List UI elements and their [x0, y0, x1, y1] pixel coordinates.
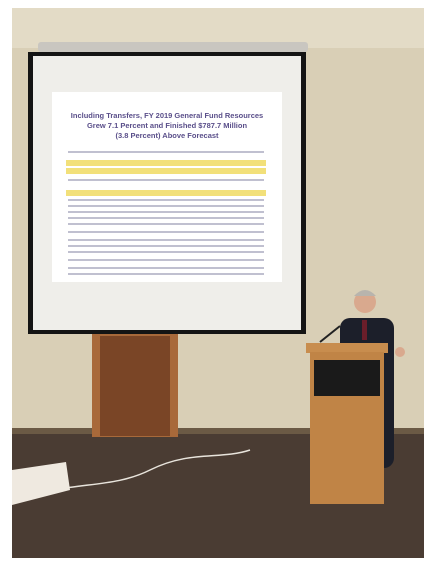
- slide-title: Including Transfers, FY 2019 General Fun…: [71, 111, 263, 120]
- slide-title: Grew 7.1 Percent and Finished $787.7 Mil…: [87, 121, 247, 130]
- door: [100, 336, 170, 436]
- highlight-row: [66, 160, 266, 166]
- highlight-row: [66, 168, 266, 174]
- podium: [306, 326, 388, 504]
- screen-housing: [38, 42, 308, 52]
- photo: Including Transfers, FY 2019 General Fun…: [0, 0, 435, 566]
- slide-title: (3.8 Percent) Above Forecast: [115, 131, 219, 140]
- highlight-row: [66, 190, 266, 196]
